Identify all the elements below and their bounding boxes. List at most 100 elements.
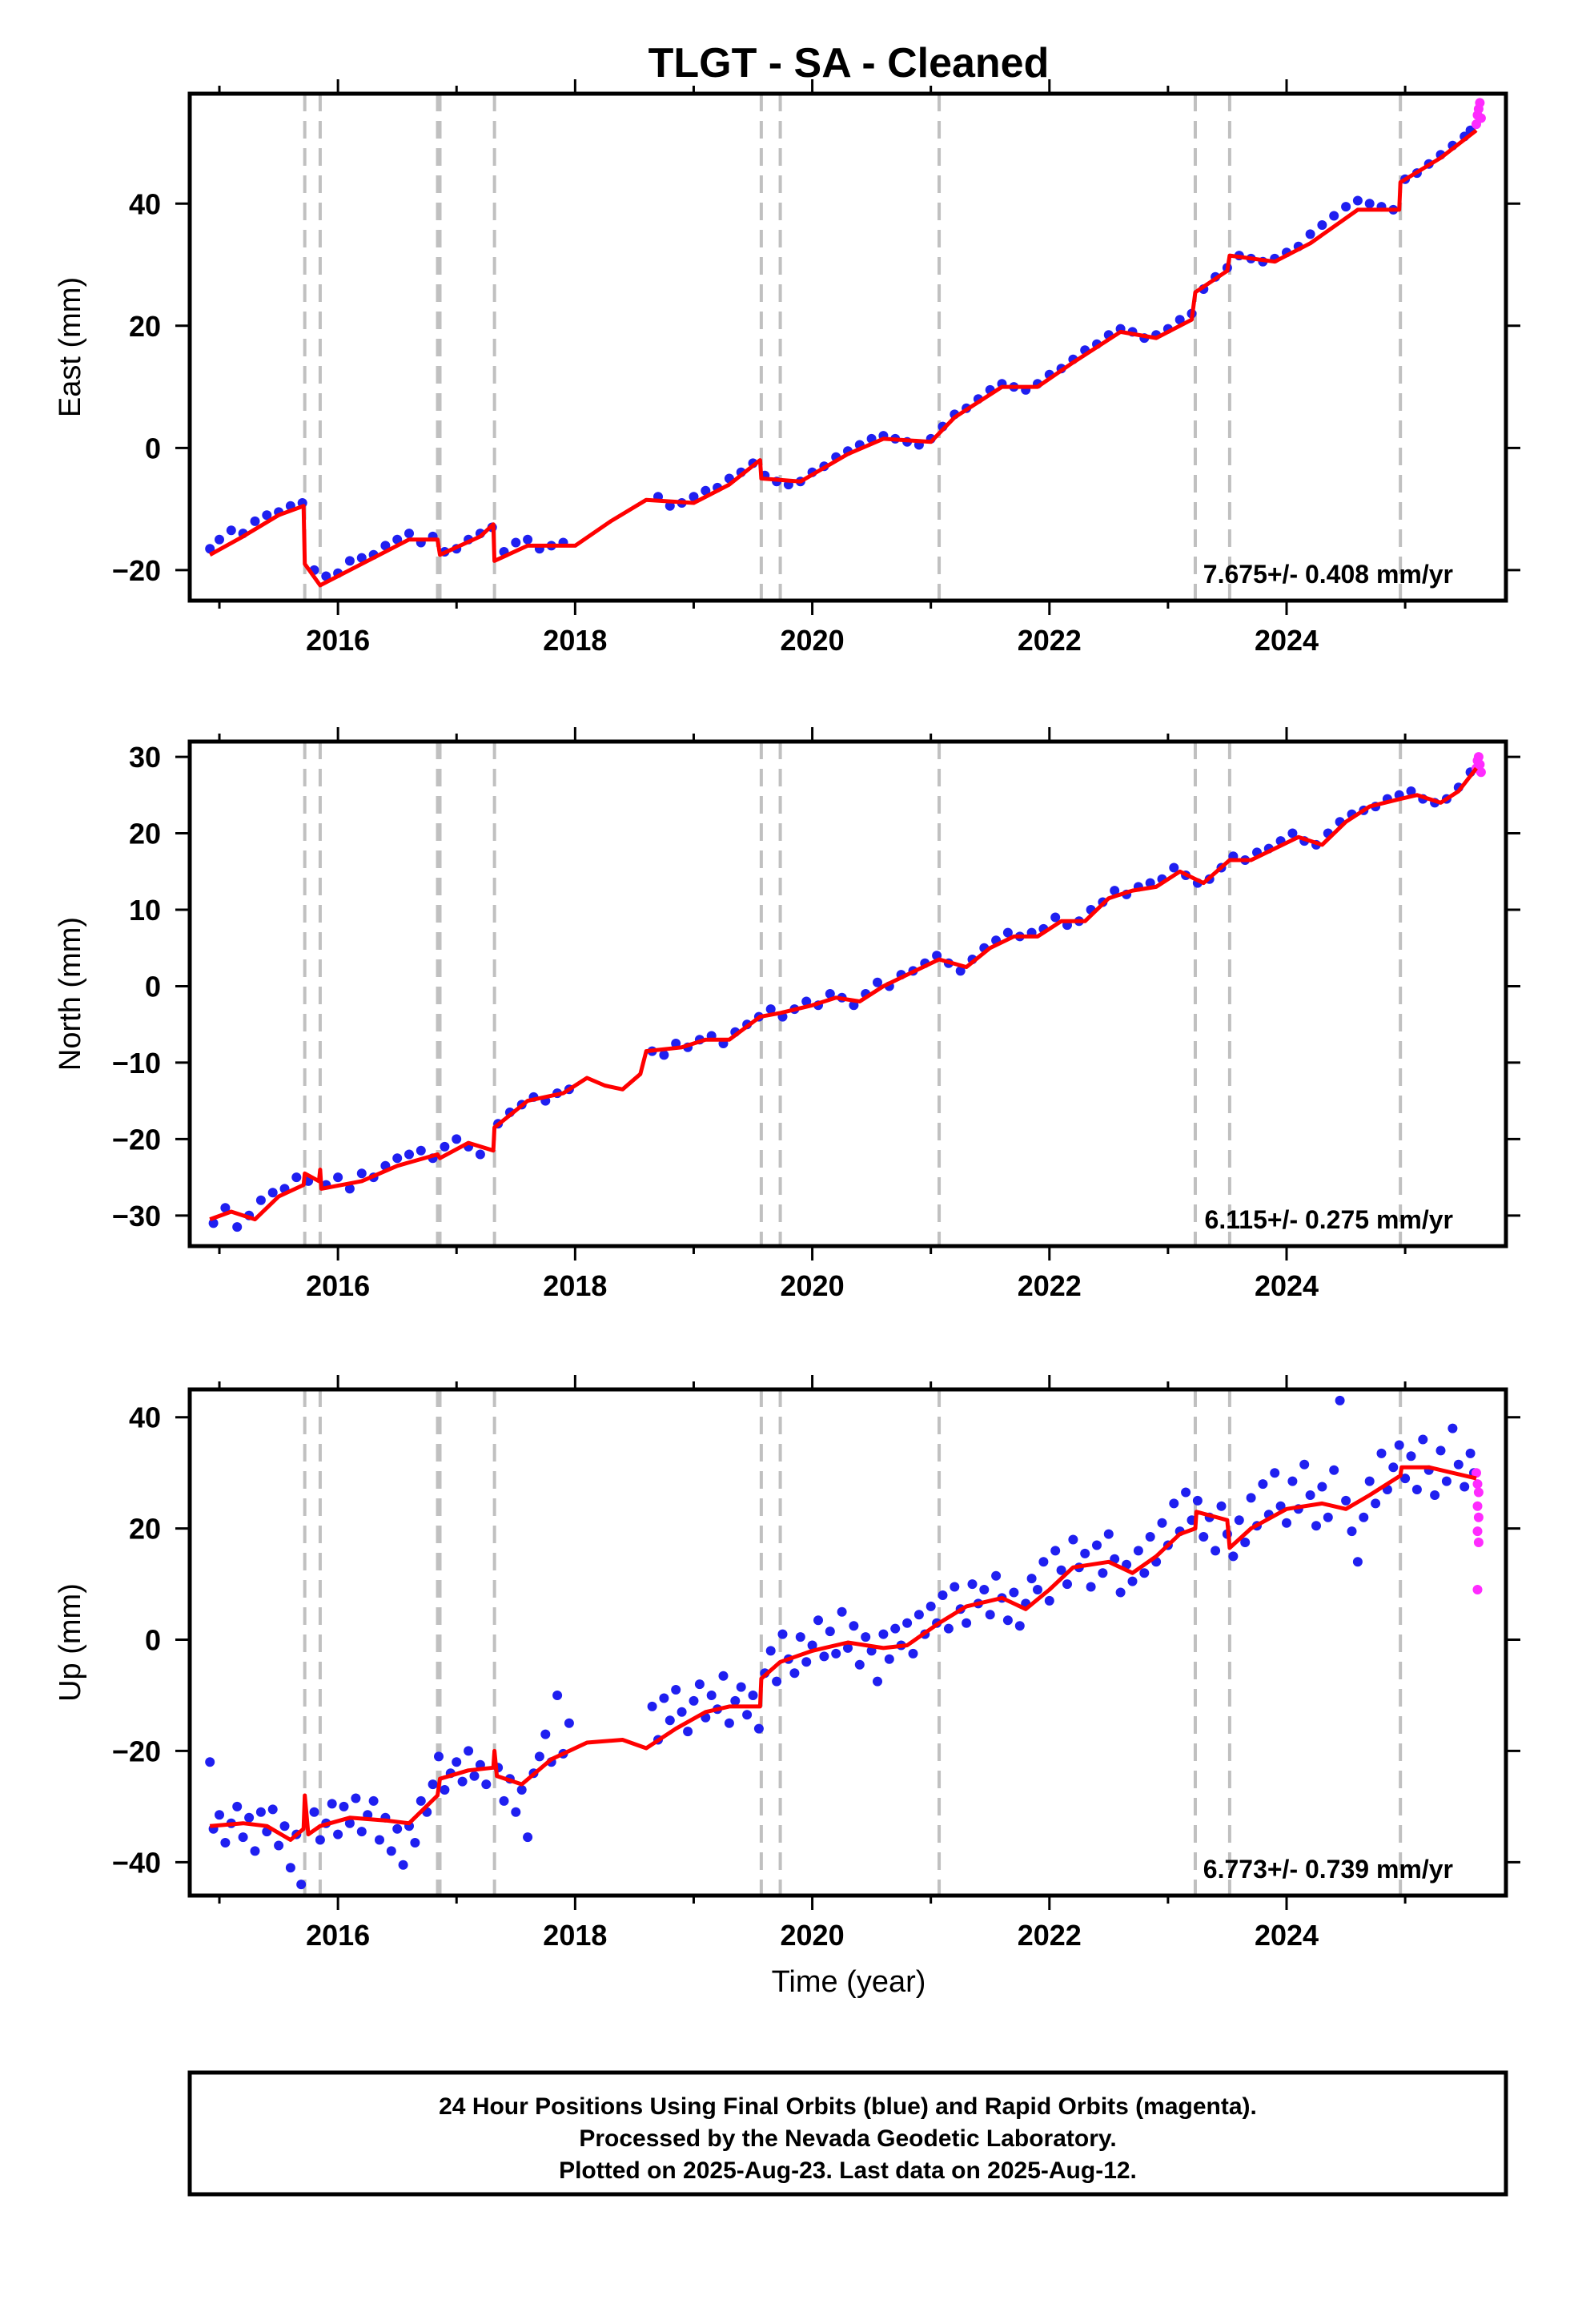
final-orbit-point xyxy=(1430,1490,1440,1500)
final-orbit-point xyxy=(689,492,699,502)
final-orbit-point xyxy=(795,1632,805,1642)
final-orbit-point xyxy=(1341,202,1351,212)
final-orbit-point xyxy=(1411,1485,1422,1494)
final-orbit-point xyxy=(267,1188,278,1198)
final-orbit-point xyxy=(220,1203,231,1213)
final-orbit-point xyxy=(1287,1476,1298,1486)
x-tick-label: 2020 xyxy=(781,624,845,657)
final-orbit-point xyxy=(267,1804,278,1815)
final-orbit-point xyxy=(1406,786,1416,796)
final-orbit-point xyxy=(943,1623,954,1634)
final-orbit-point xyxy=(1364,1476,1375,1486)
rapid-orbit-point xyxy=(1472,1526,1483,1537)
rapid-orbit-point xyxy=(1473,752,1484,762)
final-orbit-point xyxy=(534,1751,544,1762)
y-tick-label: 0 xyxy=(145,1624,161,1657)
x-tick-label: 2018 xyxy=(543,624,607,657)
final-orbit-point xyxy=(1199,1532,1209,1542)
final-orbit-point xyxy=(902,1618,913,1628)
final-orbit-point xyxy=(215,1810,224,1820)
rapid-orbit-point xyxy=(1473,1538,1484,1547)
x-tick-label: 2020 xyxy=(781,1919,845,1952)
final-orbit-point xyxy=(979,1585,990,1594)
final-orbit-point xyxy=(1352,195,1363,206)
final-orbit-point xyxy=(416,1795,426,1806)
final-orbit-point xyxy=(1287,828,1298,838)
final-orbit-point xyxy=(262,510,272,521)
final-orbit-point xyxy=(232,1801,243,1811)
final-orbit-point xyxy=(1329,211,1339,221)
x-tick-label: 2024 xyxy=(1255,1919,1319,1952)
final-orbit-point xyxy=(511,1807,521,1817)
final-orbit-point xyxy=(428,1779,438,1790)
final-orbit-point xyxy=(1376,1448,1387,1458)
north-plot-area xyxy=(208,742,1486,1246)
final-orbit-point xyxy=(1062,1579,1072,1590)
footer-frame xyxy=(187,2070,1508,2197)
final-orbit-point xyxy=(777,1629,788,1639)
final-orbit-point xyxy=(1447,1423,1458,1433)
final-orbit-point xyxy=(469,1771,480,1781)
final-orbit-point xyxy=(540,1729,551,1739)
final-orbit-point xyxy=(807,1640,817,1651)
final-orbit-point xyxy=(665,1715,675,1726)
final-orbit-point xyxy=(1441,1476,1452,1486)
model-fit-line xyxy=(209,1465,1477,1842)
final-orbit-point xyxy=(1453,1459,1464,1470)
x-axis-label: Time (year) xyxy=(772,1965,926,1999)
final-orbit-point xyxy=(552,1691,563,1700)
final-orbit-point xyxy=(772,1676,782,1687)
east-y-axis-label: East (mm) xyxy=(54,277,87,417)
final-orbit-point xyxy=(226,525,236,536)
final-orbit-point xyxy=(1115,1587,1126,1598)
final-orbit-point xyxy=(742,1710,753,1720)
north-panel: −30 −20 −10 0 10 20 30 2016 2018 2020 2022 2024 Nort… xyxy=(54,727,1520,1302)
y-tick-label: 10 xyxy=(129,894,161,927)
final-orbit-point xyxy=(1110,886,1120,896)
final-orbit-point xyxy=(950,1582,960,1592)
final-orbit-point xyxy=(1460,1482,1470,1492)
final-orbit-point xyxy=(315,1835,325,1845)
final-orbit-point xyxy=(1145,1532,1155,1542)
x-tick-label: 2022 xyxy=(1018,624,1082,657)
final-orbit-point xyxy=(386,1846,396,1856)
final-orbit-point xyxy=(344,556,355,566)
final-orbit-point xyxy=(1435,1445,1446,1456)
final-orbit-point xyxy=(701,485,711,496)
footer-line-2: Processed by the Nevada Geodetic Laborat… xyxy=(579,2125,1116,2152)
final-orbit-point xyxy=(1394,1440,1404,1450)
final-orbit-point xyxy=(464,1746,474,1756)
final-orbit-point xyxy=(890,1623,901,1634)
final-orbit-point xyxy=(333,1172,343,1183)
final-orbit-point xyxy=(321,571,331,581)
final-orbit-point xyxy=(344,1184,355,1194)
final-orbit-point xyxy=(333,1829,343,1839)
final-orbit-point xyxy=(1103,1529,1114,1539)
rapid-orbit-point xyxy=(1472,1479,1483,1490)
footer-line-3: Plotted on 2025-Aug-23. Last data on 202… xyxy=(559,2157,1137,2184)
final-orbit-point xyxy=(825,1626,835,1637)
x-tick-label: 2016 xyxy=(306,1269,370,1302)
final-orbit-point xyxy=(908,1648,918,1659)
final-orbit-point xyxy=(511,537,521,548)
final-orbit-point xyxy=(250,1846,260,1856)
final-orbit-point xyxy=(843,1642,853,1653)
east-panel: −20 0 20 40 2016 2018 2020 2022 2024 East (mm) 7.6… xyxy=(54,79,1520,657)
final-orbit-point xyxy=(398,1860,408,1870)
final-orbit-point xyxy=(344,1818,355,1828)
up-frame xyxy=(187,1387,1508,1898)
final-orbit-point xyxy=(255,1195,266,1205)
final-orbit-point xyxy=(1258,1479,1268,1490)
y-tick-label: 40 xyxy=(129,1401,161,1434)
final-orbit-point xyxy=(1275,1501,1286,1511)
final-orbit-point xyxy=(1127,1576,1138,1586)
rapid-orbit-point xyxy=(1475,98,1485,108)
final-orbit-point xyxy=(440,1141,450,1152)
final-orbit-point xyxy=(1335,1395,1345,1405)
final-orbit-point xyxy=(1133,1546,1143,1556)
rapid-orbit-point xyxy=(1472,1501,1483,1511)
final-orbit-point xyxy=(1305,1490,1315,1500)
x-tick-label: 2020 xyxy=(781,1269,845,1302)
final-orbit-point xyxy=(1371,1498,1381,1509)
final-orbit-point xyxy=(1211,1546,1221,1556)
